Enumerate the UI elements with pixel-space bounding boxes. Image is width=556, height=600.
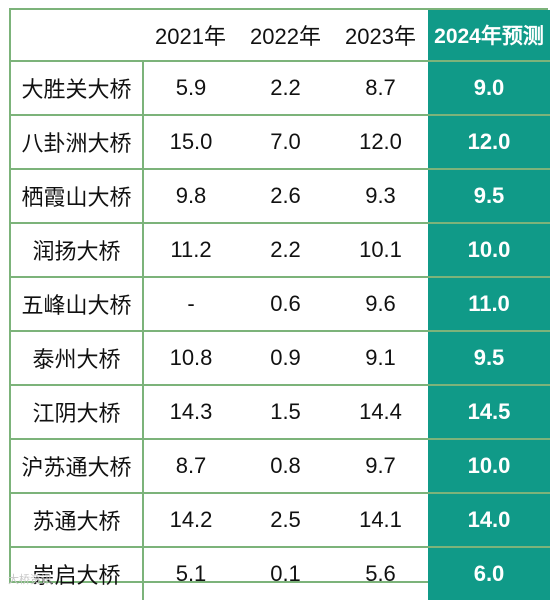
bridge-name-cell: 苏通大桥 — [11, 492, 144, 547]
value-cell-2021: 11.2 — [143, 222, 238, 277]
value-cell-2022: 1.5 — [238, 384, 333, 439]
value-cell-2021: 14.2 — [143, 492, 238, 547]
value-cell-2023: 9.6 — [333, 276, 428, 331]
header-cell-2021: 2021年 — [155, 24, 226, 49]
value-cell-2023: 14.4 — [333, 384, 428, 439]
forecast-cell-2024: 14.0 — [428, 492, 550, 547]
forecast-cell-2024: 10.0 — [428, 222, 550, 277]
value-cell-2021: 10.8 — [143, 330, 238, 385]
bridge-name-cell: 沪苏通大桥 — [11, 438, 144, 493]
value-cell-2022: 7.0 — [238, 114, 333, 169]
value-cell-2023: 14.1 — [333, 492, 428, 547]
value-cell-2021: 15.0 — [143, 114, 238, 169]
table-body: 大胜关大桥 5.9 2.2 8.7 9.0 八卦洲大桥 15.0 7.0 12.0 12.0 栖霞山… — [11, 60, 550, 600]
forecast-cell-2024: 14.5 — [428, 384, 550, 439]
value-cell-2023: 10.1 — [333, 222, 428, 277]
forecast-cell-2024: 10.0 — [428, 438, 550, 493]
header-cell-2023: 2023年 — [345, 24, 416, 49]
table-row: 大胜关大桥 5.9 2.2 8.7 9.0 — [11, 60, 550, 115]
header-cell-2022: 2022年 — [250, 24, 321, 49]
table-row: 泰州大桥 10.8 0.9 9.1 9.5 — [11, 330, 550, 385]
value-cell-2022: 0.6 — [238, 276, 333, 331]
value-cell-2022: 0.9 — [238, 330, 333, 385]
table-row: 江阴大桥 14.3 1.5 14.4 14.5 — [11, 384, 550, 439]
forecast-cell-2024: 9.5 — [428, 168, 550, 223]
forecast-cell-2024: 11.0 — [428, 276, 550, 331]
bridge-name-cell: 润扬大桥 — [11, 222, 144, 277]
value-cell-2022: 2.5 — [238, 492, 333, 547]
table-row: 润扬大桥 11.2 2.2 10.1 10.0 — [11, 222, 550, 277]
table-row: 苏通大桥 14.2 2.5 14.1 14.0 — [11, 492, 550, 547]
bridge-table: 2021年 2022年 2023年 2024年预测 大胜关大桥 5.9 2.2 8.7… — [11, 10, 550, 600]
value-cell-2023: 8.7 — [333, 60, 428, 115]
header-cell-name — [11, 10, 143, 61]
forecast-cell-2024: 12.0 — [428, 114, 550, 169]
value-cell-2023: 5.6 — [333, 546, 428, 600]
table-row: 栖霞山大桥 9.8 2.6 9.3 9.5 — [11, 168, 550, 223]
value-cell-2023: 9.7 — [333, 438, 428, 493]
value-cell-2022: 2.2 — [238, 222, 333, 277]
value-cell-2023: 9.3 — [333, 168, 428, 223]
bridge-name-cell: 八卦洲大桥 — [11, 114, 144, 169]
table-row: 崇启大桥 5.1 0.1 5.6 6.0 — [11, 546, 550, 600]
bridge-table-container: 2021年 2022年 2023年 2024年预测 大胜关大桥 5.9 2.2 8.7… — [9, 8, 550, 600]
bridge-name-cell: 江阴大桥 — [11, 384, 144, 439]
value-cell-2021: 5.1 — [143, 546, 238, 600]
bridge-name-cell: 栖霞山大桥 — [11, 168, 144, 223]
value-cell-2021: 9.8 — [143, 168, 238, 223]
value-cell-2022: 0.8 — [238, 438, 333, 493]
bridge-name-cell: 大胜关大桥 — [11, 60, 144, 115]
forecast-cell-2024: 9.0 — [428, 60, 550, 115]
table-row: 八卦洲大桥 15.0 7.0 12.0 12.0 — [11, 114, 550, 169]
value-cell-2021: 14.3 — [143, 384, 238, 439]
watermark: 大桥资讯 — [8, 573, 52, 586]
bridge-name-cell: 五峰山大桥 — [11, 276, 144, 331]
forecast-cell-2024: 6.0 — [428, 546, 550, 600]
value-cell-2022: 0.1 — [238, 546, 333, 600]
table-row: 五峰山大桥 -0.6 9.6 11.0 — [11, 276, 550, 331]
header-cell-2024-forecast: 2024年预测 — [428, 10, 550, 61]
bridge-name-cell: 泰州大桥 — [11, 330, 144, 385]
value-cell-2021: - — [143, 276, 238, 331]
value-cell-2022: 2.6 — [238, 168, 333, 223]
header-row: 2021年 2022年 2023年 2024年预测 — [11, 10, 550, 61]
value-cell-2023: 12.0 — [333, 114, 428, 169]
value-cell-2023: 9.1 — [333, 330, 428, 385]
forecast-cell-2024: 9.5 — [428, 330, 550, 385]
value-cell-2021: 5.9 — [143, 60, 238, 115]
value-cell-2021: 8.7 — [143, 438, 238, 493]
table-row: 沪苏通大桥 8.7 0.8 9.7 10.0 — [11, 438, 550, 493]
bridge-name-cell: 崇启大桥 — [11, 546, 144, 600]
value-cell-2022: 2.2 — [238, 60, 333, 115]
